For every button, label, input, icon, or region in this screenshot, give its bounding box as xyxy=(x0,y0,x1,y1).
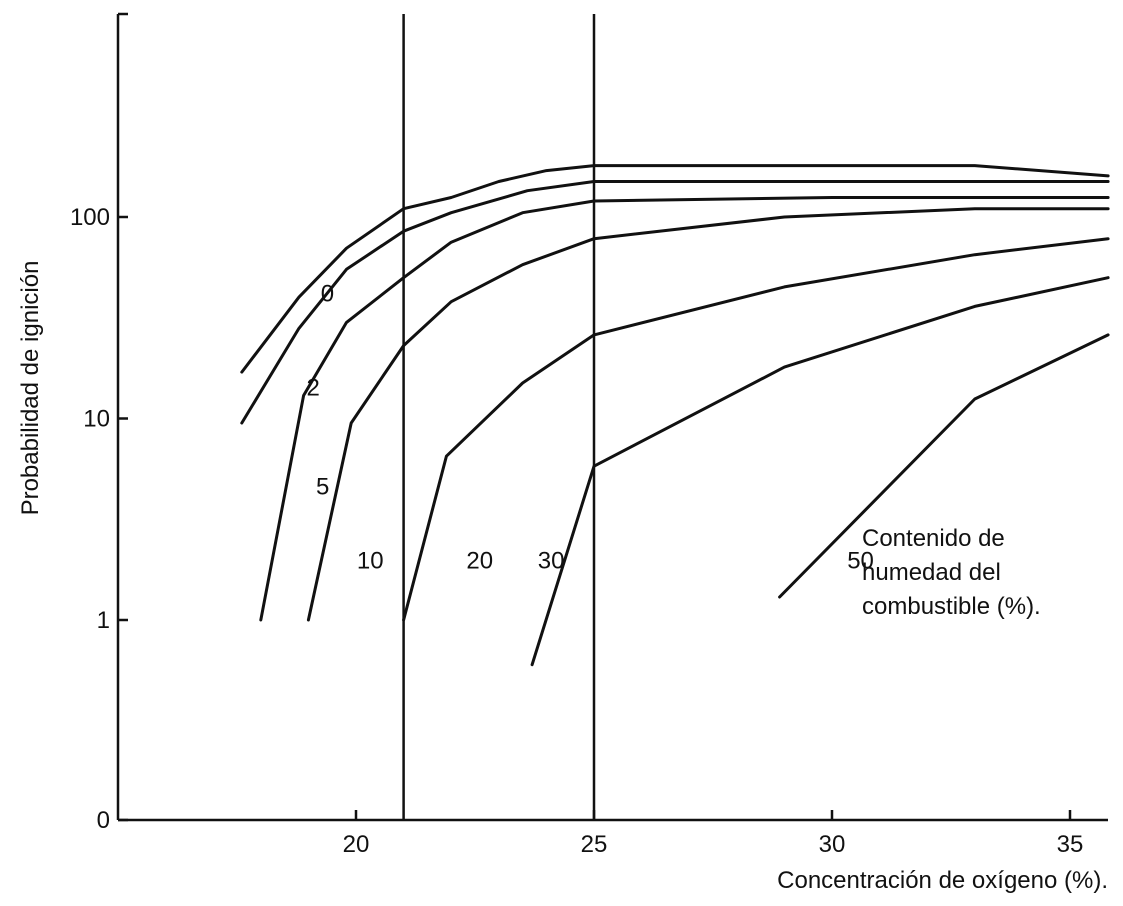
annotation-line-2: humedad del xyxy=(862,559,1001,586)
annotation-line-3: combustible (%). xyxy=(862,593,1041,620)
y-tick-label: 100 xyxy=(70,204,110,231)
series-line-50 xyxy=(778,333,1110,599)
x-tick-label: 30 xyxy=(819,831,846,858)
series-label-10: 10 xyxy=(357,548,384,575)
x-tick-label: 35 xyxy=(1057,831,1084,858)
x-tick-label: 25 xyxy=(581,831,608,858)
axes xyxy=(116,12,1108,822)
series-line-20 xyxy=(402,237,1110,622)
series-label-30: 30 xyxy=(538,548,565,575)
series-line-2 xyxy=(240,180,1110,425)
y-axis-label: Probabilidad de ignición xyxy=(17,261,44,516)
series-labels: 0 2 5 10 20 30 50 xyxy=(306,281,873,575)
series-label-2: 2 xyxy=(306,375,319,402)
series-label-50: 50 xyxy=(847,548,874,575)
series-line-0 xyxy=(240,164,1110,374)
series-curves xyxy=(240,164,1110,667)
series-label-20: 20 xyxy=(466,548,493,575)
reference-lines xyxy=(402,14,596,820)
y-tick-label: 10 xyxy=(83,406,110,433)
y-tick-label: 1 xyxy=(97,607,110,634)
x-tick-label: 20 xyxy=(343,831,370,858)
annotation-line-1: Contenido de xyxy=(862,525,1005,552)
series-label-0: 0 xyxy=(321,281,334,308)
series-label-5: 5 xyxy=(316,473,329,500)
y-tick-label: 0 xyxy=(97,807,110,834)
series-line-30 xyxy=(530,276,1110,667)
x-axis-label: Concentración de oxígeno (%). xyxy=(777,867,1108,894)
series-line-5 xyxy=(259,196,1110,622)
series-line-10 xyxy=(306,207,1110,622)
